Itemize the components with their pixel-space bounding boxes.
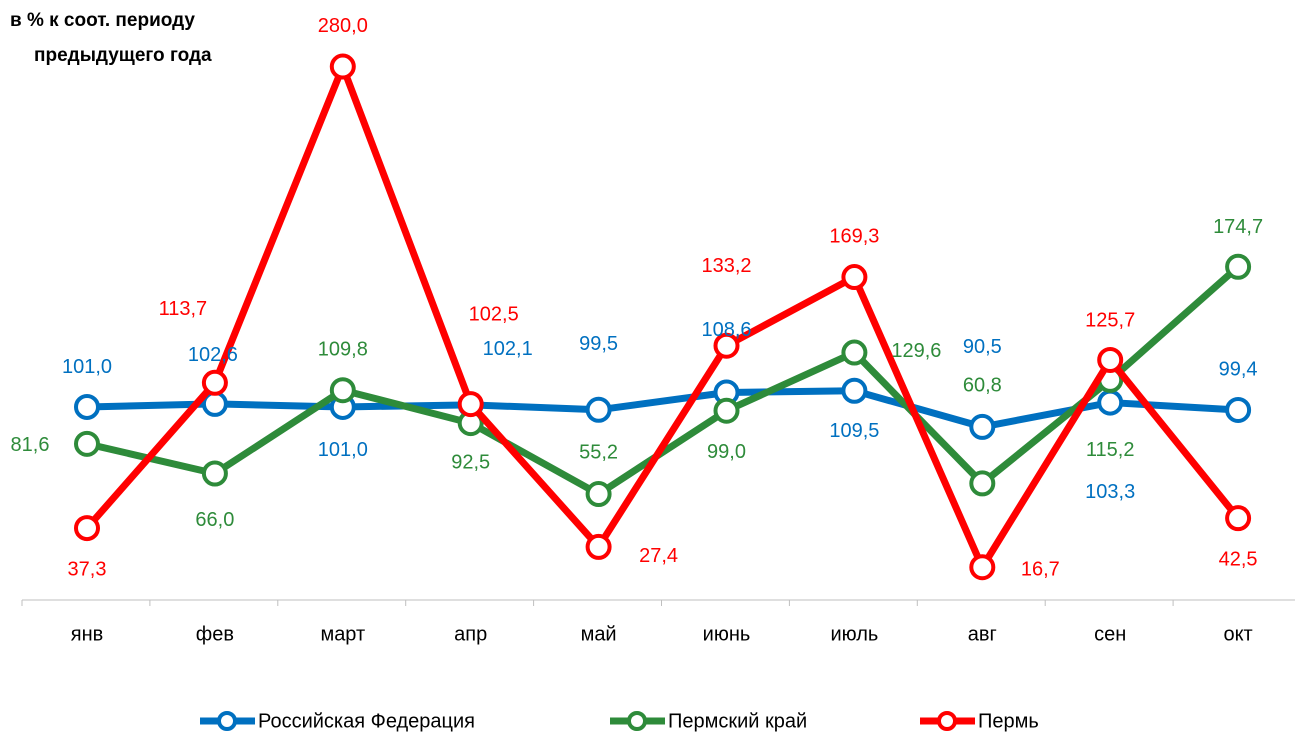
legend-swatch	[217, 711, 237, 731]
data-label: 16,7	[1021, 559, 1060, 581]
x-tick-label: окт	[1223, 623, 1252, 645]
x-tick-label: авг	[968, 623, 997, 645]
data-label: 169,3	[829, 225, 879, 247]
point-marker	[585, 481, 612, 508]
point-marker	[329, 53, 356, 80]
data-label: 81,6	[11, 434, 50, 456]
point-marker	[969, 554, 996, 581]
point-marker	[201, 460, 228, 487]
point-marker	[585, 533, 612, 560]
data-label: 42,5	[1219, 548, 1258, 570]
data-label: 27,4	[639, 545, 678, 567]
legend-swatch	[937, 711, 957, 731]
point-marker	[713, 397, 740, 424]
point-marker	[841, 264, 868, 291]
data-label: 109,8	[318, 338, 368, 360]
data-label: 174,7	[1213, 216, 1263, 238]
data-label: 125,7	[1085, 309, 1135, 331]
data-label: 99,0	[707, 441, 746, 463]
point-marker	[201, 369, 228, 396]
data-label: 280,0	[318, 15, 368, 37]
point-marker	[329, 377, 356, 404]
x-tick-label: июнь	[703, 623, 751, 645]
series-line	[86, 387, 1239, 431]
data-label: 113,7	[159, 298, 208, 320]
point-marker	[841, 377, 868, 404]
x-tick-label: апр	[454, 623, 487, 645]
data-label: 101,0	[62, 356, 112, 378]
x-tick-label: май	[581, 623, 617, 645]
point-marker	[841, 339, 868, 366]
point-marker	[74, 430, 100, 457]
data-label: 101,0	[318, 439, 368, 461]
data-label: 92,5	[451, 451, 490, 473]
point-marker	[74, 393, 100, 420]
point-marker	[1225, 505, 1252, 532]
data-label: 102,5	[469, 303, 519, 325]
data-label: 115,2	[1086, 439, 1135, 461]
data-label: 102,6	[188, 344, 238, 366]
point-marker	[1097, 346, 1124, 373]
point-marker	[713, 332, 740, 359]
point-marker	[1225, 396, 1252, 423]
data-label: 66,0	[195, 509, 234, 531]
point-marker	[969, 470, 996, 497]
data-label: 37,3	[68, 558, 107, 580]
data-label: 60,8	[963, 375, 1002, 397]
x-tick-label: март	[320, 623, 365, 645]
legend-label: Пермский край	[668, 710, 807, 732]
x-tick-label: фев	[196, 623, 234, 645]
data-label: 103,3	[1085, 481, 1135, 503]
data-label: 102,1	[483, 338, 533, 360]
point-marker	[457, 391, 484, 418]
series-line	[86, 264, 1241, 498]
x-tick-label: сен	[1094, 623, 1126, 645]
data-label: 129,6	[891, 340, 941, 362]
chart-title: предыдущего года	[34, 45, 212, 66]
point-marker	[1225, 253, 1252, 280]
data-label: 55,2	[579, 441, 618, 463]
legend-label: Пермь	[978, 710, 1039, 732]
point-marker	[585, 396, 612, 423]
data-label: 108,6	[701, 319, 751, 341]
legend-swatch	[627, 711, 647, 731]
data-label: 90,5	[963, 336, 1002, 358]
data-label: 99,5	[579, 333, 618, 355]
point-marker	[1097, 389, 1124, 416]
x-tick-label: янв	[71, 623, 104, 645]
data-label: 109,5	[829, 420, 879, 442]
point-marker	[74, 515, 100, 542]
x-tick-label: июль	[830, 623, 878, 645]
series-line	[84, 63, 1241, 571]
chart-title: в % к соот. периоду	[10, 10, 195, 31]
data-label: 99,4	[1219, 358, 1258, 380]
point-marker	[969, 413, 996, 440]
legend-label: Российская Федерация	[258, 710, 475, 732]
data-label: 133,2	[701, 255, 751, 277]
